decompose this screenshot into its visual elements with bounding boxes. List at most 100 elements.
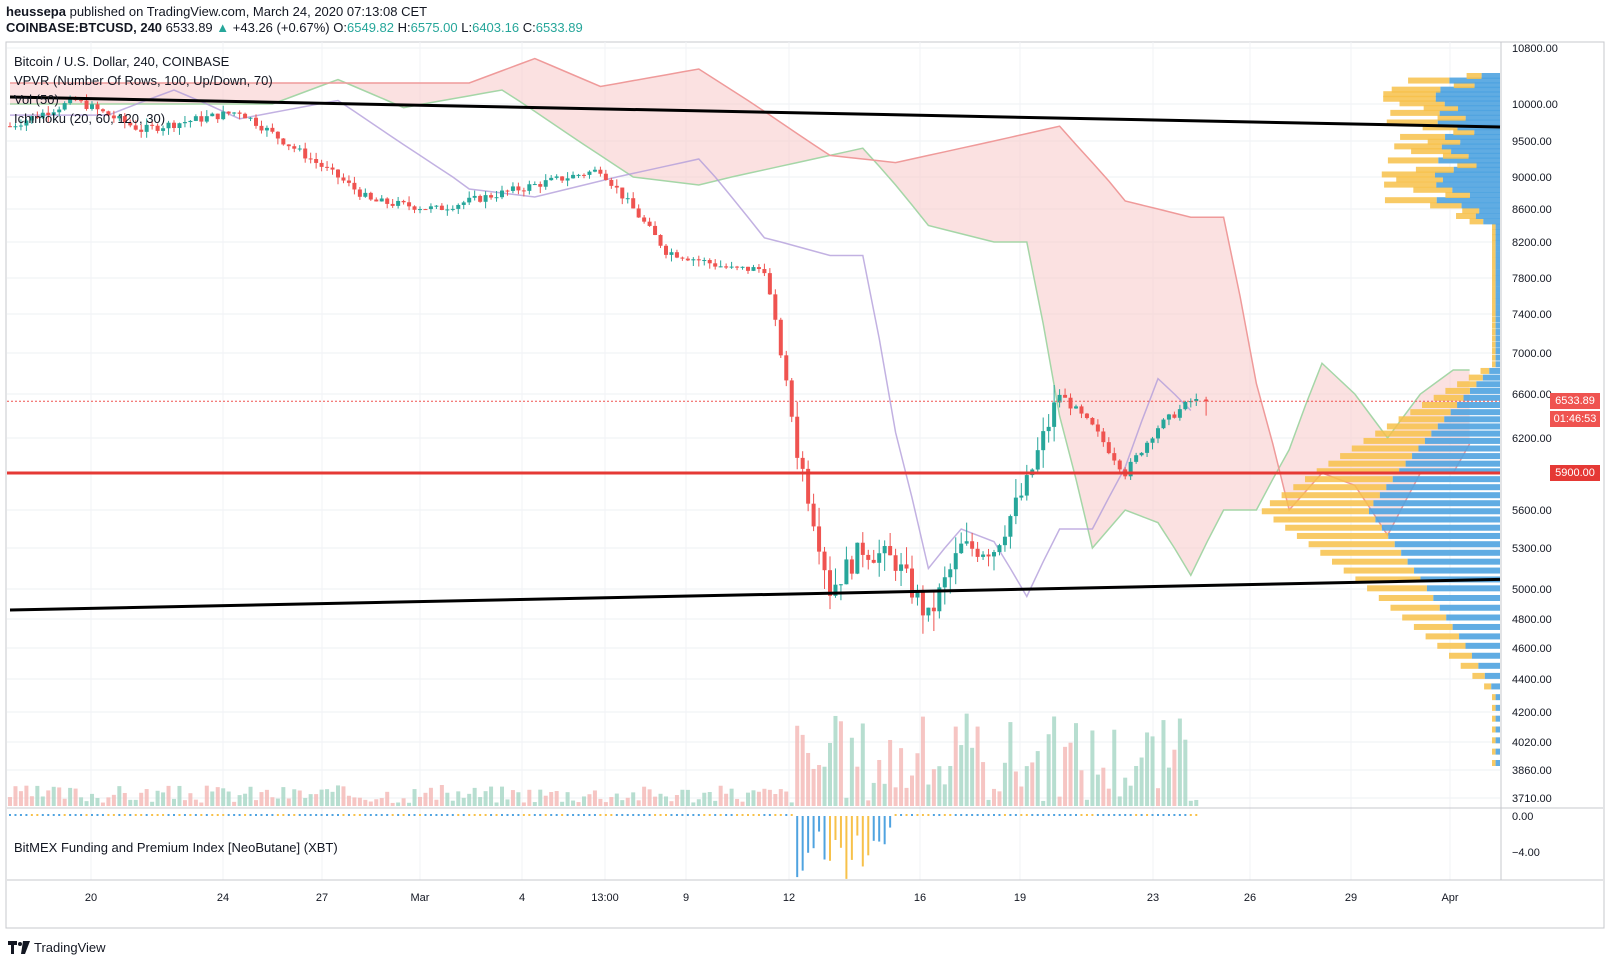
volume-bar (565, 792, 570, 806)
volume-bar (379, 798, 384, 806)
drawings[interactable] (7, 95, 1501, 612)
funding-bar (462, 814, 465, 816)
volume-bar (811, 768, 816, 806)
vpvr-down-bar (1328, 460, 1406, 467)
volume-bar (560, 801, 565, 806)
volume-bar (215, 787, 220, 806)
volume-bar (57, 787, 62, 806)
funding-bar (741, 814, 744, 816)
legend-vpvr[interactable]: VPVR (Number Of Rows, 100, Up/Down, 70) (14, 73, 273, 88)
vpvr-up-bar (1495, 361, 1500, 368)
vpvr-down-bar (1422, 124, 1458, 131)
candle-body (226, 111, 231, 114)
funding-legend[interactable]: BitMEX Funding and Premium Index [NeoBut… (14, 840, 338, 855)
vpvr-down-bar (1355, 576, 1421, 583)
vpvr-down-bar (1457, 381, 1477, 388)
vpvr-down-bar (1423, 105, 1459, 112)
vpvr-down-bar (1398, 416, 1445, 423)
vpvr-down-bar (1433, 394, 1464, 401)
change: +43.26 (+0.67%) (232, 20, 330, 35)
funding-bar (397, 814, 400, 816)
volume-bar (1172, 749, 1177, 806)
volume-bar (516, 792, 521, 806)
vpvr-up-bar (1495, 322, 1500, 329)
volume-bar (407, 802, 412, 806)
volume-bar (286, 798, 291, 806)
candle-body (822, 551, 827, 571)
candle-body (35, 116, 40, 118)
vpvr-down-bar (1492, 748, 1496, 755)
vpvr-up-bar (1495, 760, 1500, 766)
funding-bar (205, 814, 208, 816)
vpvr-down-bar (1390, 604, 1440, 611)
candle-body (172, 122, 176, 128)
candle-body (445, 209, 450, 211)
volume-bar (554, 791, 559, 806)
vpvr-down-bar (1285, 524, 1382, 531)
legend-vol[interactable]: Vol (50) (14, 92, 59, 107)
vpvr-up-bar (1463, 394, 1500, 401)
candle-body (713, 263, 718, 267)
volume-bar (636, 800, 641, 806)
volume-bar (795, 725, 800, 806)
candle-body (319, 162, 324, 167)
funding-bar (85, 814, 88, 816)
candle-body (702, 260, 707, 262)
funding-bar (25, 814, 28, 816)
volume-bar (434, 799, 439, 806)
funding-bar (1042, 814, 1045, 816)
funding-bar (47, 814, 50, 816)
funding-bar (517, 814, 520, 816)
candle-body (789, 380, 794, 417)
funding-bar (495, 814, 498, 816)
funding-bar (894, 814, 897, 816)
funding-bar (36, 814, 39, 816)
vpvr-up-bar (1479, 207, 1500, 214)
high-label: H: (397, 20, 411, 35)
candle-body (1090, 417, 1095, 425)
vpvr-down-bar (1442, 152, 1469, 159)
funding-bar (1189, 814, 1192, 816)
funding-bar (528, 814, 531, 816)
candle-body (571, 174, 576, 179)
funding-bar (293, 814, 296, 816)
volume-bar (106, 797, 111, 806)
candle-body (461, 202, 466, 205)
footer-brand[interactable]: TradingView (34, 940, 106, 955)
vpvr-up-bar (1437, 423, 1500, 430)
candle-body (1161, 419, 1166, 429)
legend-ichimoku[interactable]: Ichimoku (20, 60, 120, 30) (14, 111, 166, 126)
volume-bar (363, 799, 368, 806)
funding-bar (244, 814, 247, 816)
y-tick-label: 7000.00 (1512, 348, 1552, 360)
y-tick-label: 9000.00 (1512, 172, 1552, 184)
vpvr-down-bar (1492, 223, 1496, 230)
volume-bar (866, 800, 871, 806)
funding-bar (1146, 814, 1149, 816)
volume-bar (51, 786, 56, 806)
funding-bar (501, 814, 503, 816)
funding-bar (670, 814, 673, 816)
x-tick-label: Apr (1441, 892, 1458, 904)
funding-bar (1085, 814, 1088, 816)
volume-bar (986, 799, 991, 806)
funding-bar (255, 814, 257, 816)
funding-bar (774, 814, 777, 816)
candle-body (625, 198, 630, 200)
vpvr-down-bar (1492, 269, 1496, 276)
volume-bar (385, 791, 390, 806)
last-candle-body (1204, 399, 1209, 402)
funding-bar (790, 814, 793, 816)
funding-bar (768, 814, 771, 816)
candle-body (1024, 475, 1029, 496)
volume-bar (144, 789, 149, 806)
candle-body (1068, 397, 1073, 409)
x-tick-label: Mar (411, 892, 430, 904)
candle-body (346, 180, 351, 183)
volume-bar (778, 789, 783, 806)
author[interactable]: heussepa (6, 4, 66, 19)
volume-bar (959, 745, 964, 806)
candle-body (199, 116, 204, 122)
candle-body (527, 184, 532, 191)
